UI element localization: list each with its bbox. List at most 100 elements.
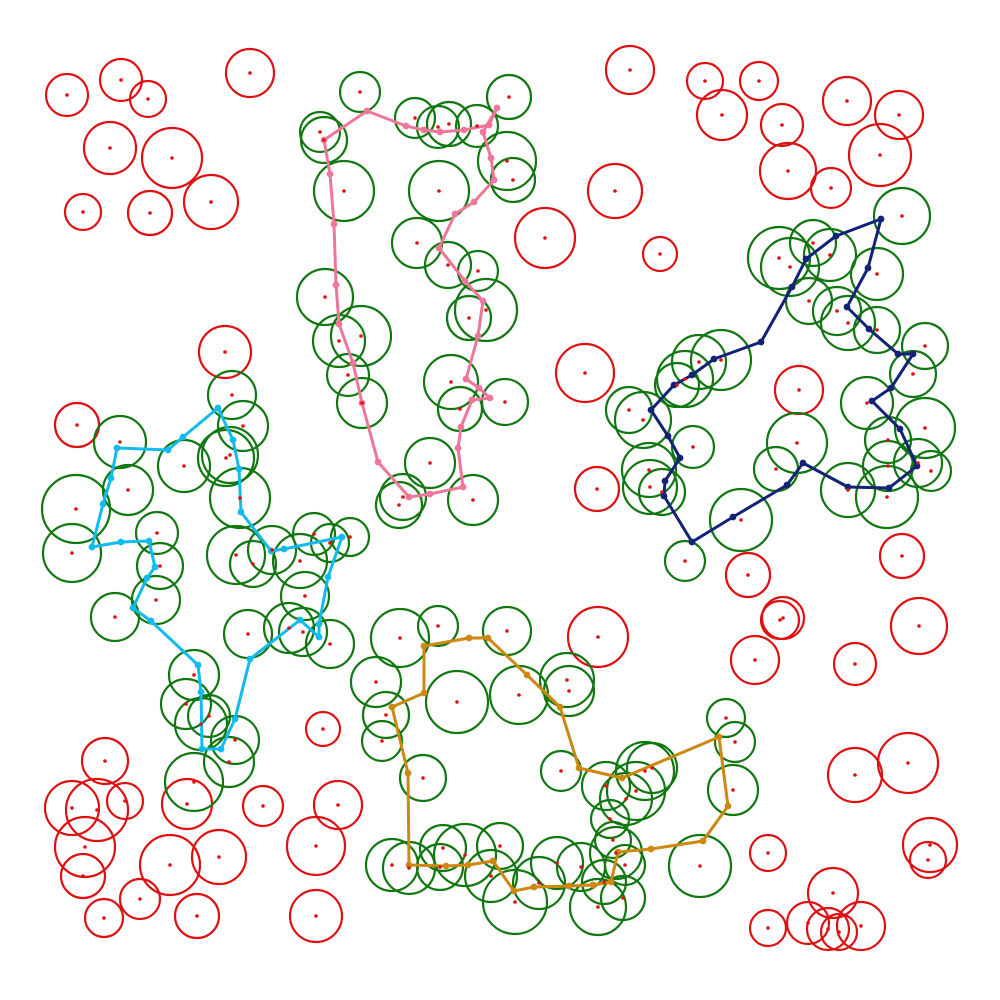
clustered-center-dot-86 (301, 630, 305, 634)
clustered-circle-125 (481, 868, 549, 936)
clustered-circle-97 (416, 604, 460, 648)
unclustered-center-dot-5 (81, 210, 85, 214)
unclustered-center-dot-0 (65, 93, 69, 97)
boundary-vertex-0-8 (479, 128, 487, 136)
clustered-center-dot-100 (384, 713, 388, 717)
boundary-vertex-0-6 (485, 121, 493, 129)
clustered-circle-123 (529, 835, 585, 891)
clustered-circle-46 (653, 361, 701, 409)
boundary-vertex-0-10 (490, 176, 498, 184)
clustered-circle-69 (40, 473, 112, 545)
clustered-circle-102 (424, 669, 490, 735)
boundary-vertex-0-28 (349, 359, 357, 367)
clustered-circle-32 (802, 227, 858, 283)
clustered-circle-95 (202, 735, 256, 789)
clustered-center-dot-73 (113, 615, 117, 619)
boundary-vertex-1-25 (107, 474, 115, 482)
clustered-center-dot-65 (126, 488, 130, 492)
boundary-vertex-1-16 (194, 661, 202, 669)
clustered-center-dot-10 (342, 189, 346, 193)
boundary-vertex-2-26 (802, 255, 810, 263)
clustered-center-dot-93 (233, 738, 237, 742)
unclustered-center-dot-8 (248, 71, 252, 75)
clustered-center-dot-109 (634, 789, 638, 793)
clustered-center-dot-23 (458, 407, 462, 411)
boundary-vertex-1-2 (235, 465, 243, 473)
unclustered-circle-10 (685, 61, 725, 101)
unclustered-center-dot-6 (148, 211, 152, 215)
clustered-center-dot-69 (74, 507, 78, 511)
clustered-center-dot-31 (811, 241, 815, 245)
clustered-circle-24 (480, 377, 530, 427)
clustered-center-dot-120 (623, 863, 627, 867)
unclustered-center-dot-43 (217, 855, 221, 859)
boundary-vertex-0-19 (486, 394, 494, 402)
clustered-center-dot-9 (511, 178, 515, 182)
boundary-vertex-3-18 (464, 861, 472, 869)
unclustered-circle-51 (288, 888, 344, 944)
clustered-circle-76 (246, 524, 298, 576)
boundary-vertex-0-1 (363, 107, 371, 115)
boundary-vertex-2-16 (660, 492, 668, 500)
clustered-circle-0 (338, 70, 382, 114)
clustered-circle-50 (620, 441, 678, 499)
clustered-circle-101 (360, 719, 404, 763)
clustered-circle-2 (298, 110, 342, 154)
boundary-vertex-0-12 (451, 210, 459, 218)
clustered-circle-82 (279, 570, 331, 622)
clustered-center-dot-2 (318, 130, 322, 134)
clustered-center-dot-88 (328, 642, 332, 646)
clustered-circle-8 (476, 130, 538, 192)
clustered-center-dot-15 (323, 295, 327, 299)
boundary-vertex-3-14 (565, 882, 573, 890)
clustered-center-dot-26 (401, 495, 405, 499)
boundary-vertex-1-13 (217, 745, 225, 753)
clustered-circle-27 (374, 480, 424, 530)
boundary-vertex-1-0 (214, 404, 222, 412)
unclustered-circle-57 (806, 866, 860, 920)
boundary-vertex-2-17 (661, 477, 669, 485)
boundary-vertex-0-5 (460, 126, 468, 134)
clustered-center-dot-84 (224, 456, 228, 460)
boundary-vertex-3-23 (420, 689, 428, 697)
clustered-circle-87 (262, 601, 316, 655)
unclustered-center-dot-32 (853, 662, 857, 666)
clustered-circle-118 (593, 820, 633, 860)
clustered-center-dot-4 (413, 116, 417, 120)
clustered-circle-6 (425, 100, 473, 148)
boundary-vertex-2-18 (676, 454, 684, 462)
boundary-vertex-2-5 (909, 350, 917, 358)
clustered-center-dot-57 (885, 495, 889, 499)
unclustered-circle-32 (832, 641, 878, 687)
clustered-center-dot-126 (489, 874, 493, 878)
boundary-vertex-2-22 (688, 371, 696, 379)
boundary-vertex-0-20 (468, 396, 476, 404)
unclustered-circle-62 (835, 900, 887, 952)
clustered-center-dot-44 (697, 360, 701, 364)
clustered-center-dot-110 (624, 797, 628, 801)
clustered-center-dot-38 (875, 328, 879, 332)
clustered-circle-94 (163, 751, 225, 813)
boundary-vertex-0-11 (470, 198, 478, 206)
unclustered-center-dot-29 (917, 624, 921, 628)
clustered-center-dot-105 (517, 693, 521, 697)
clustered-circle-45 (655, 349, 715, 409)
clustered-circle-54 (663, 539, 707, 583)
clustered-center-dot-0 (358, 90, 362, 94)
clustered-center-dot-90 (184, 702, 188, 706)
clustered-circle-84 (196, 428, 256, 488)
unclustered-center-dot-42 (168, 863, 172, 867)
boundary-vertex-0-4 (436, 128, 444, 136)
unclustered-circle-17 (873, 89, 925, 141)
unclustered-circle-31 (729, 634, 781, 686)
clustered-circle-14 (423, 240, 473, 290)
clustered-circle-1 (485, 73, 533, 121)
clustered-center-dot-56 (846, 488, 850, 492)
clustered-center-dot-114 (733, 740, 737, 744)
boundary-vertex-3-19 (442, 862, 450, 870)
clustered-center-dot-75 (234, 553, 238, 557)
unclustered-center-dot-14 (786, 169, 790, 173)
clustered-circle-90 (159, 677, 213, 731)
boundary-vertex-1-5 (280, 545, 288, 553)
boundary-vertex-2-21 (670, 381, 678, 389)
